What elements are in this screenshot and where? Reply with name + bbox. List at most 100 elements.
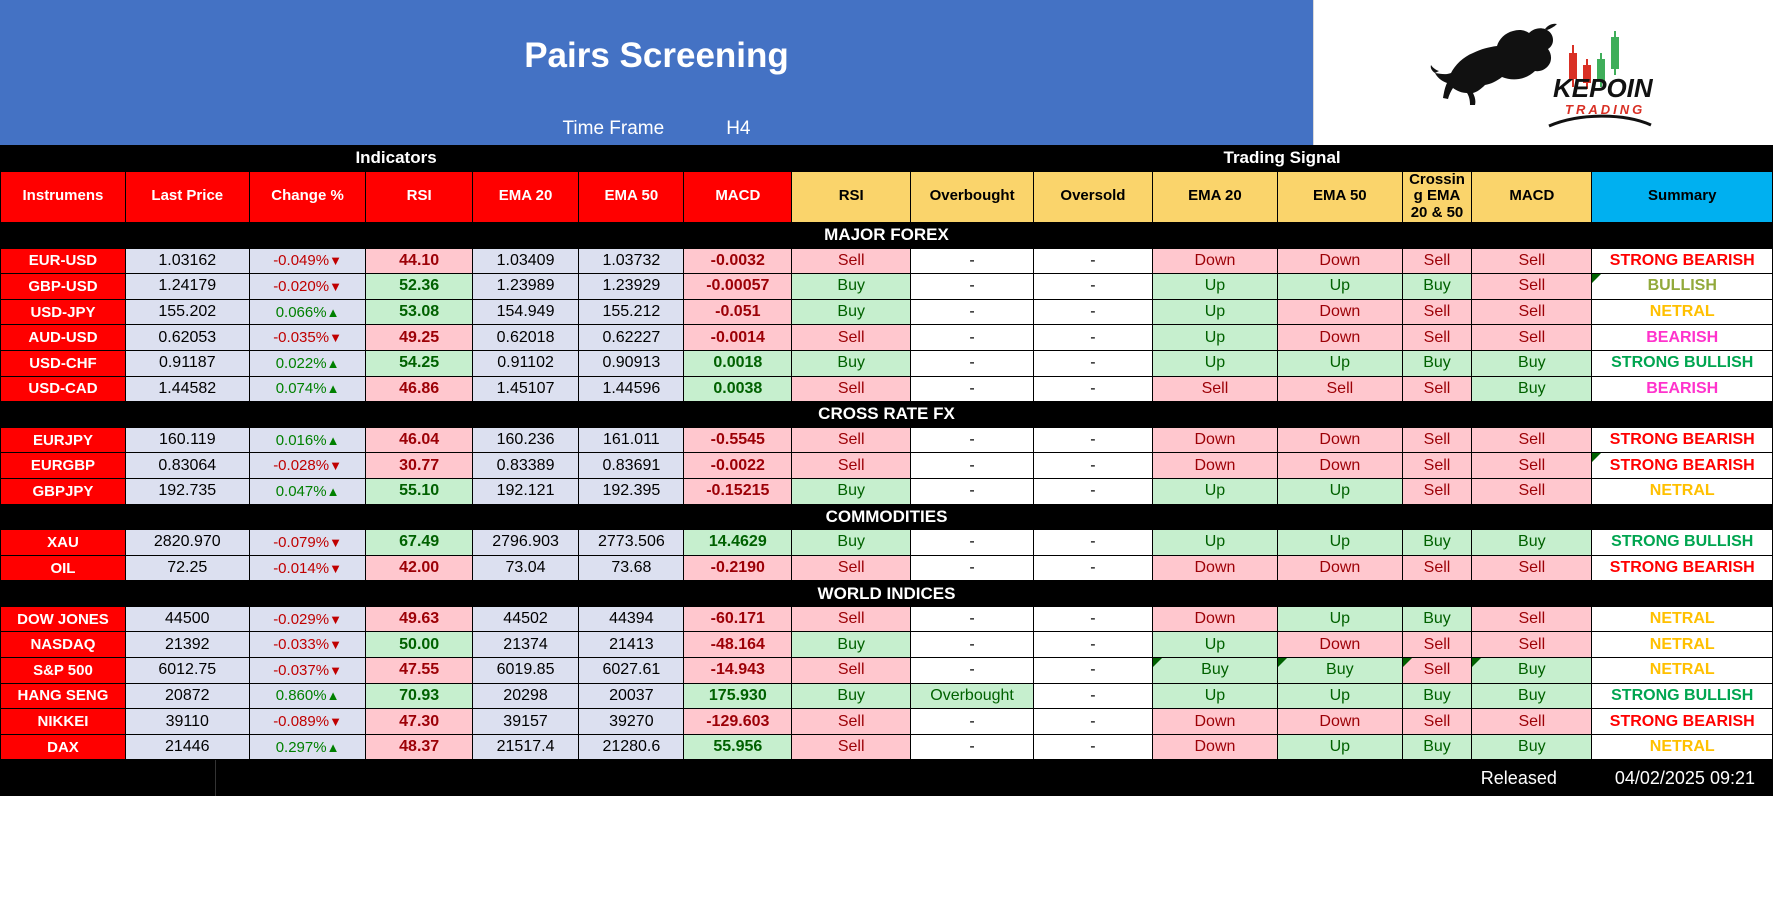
rsi-value: 30.77 [365, 452, 473, 479]
col-signal-ema50[interactable]: EMA 50 [1276, 170, 1403, 223]
summary-value: STRONG BULLISH [1591, 349, 1773, 377]
timeframe-value[interactable]: H4 [726, 118, 751, 139]
col-signal-rsi[interactable]: RSI [791, 170, 912, 223]
section-header-row: COMMODITIES [0, 503, 1773, 531]
macd-value: -0.0022 [683, 452, 793, 479]
arrow-down-icon: ▼ [329, 253, 342, 269]
table-row[interactable]: EURJPY 160.119 0.016%▲ 46.04 160.236 161.011-… [0, 426, 1773, 454]
ema20-value: 192.121 [471, 477, 580, 505]
oversold-value: - [1032, 682, 1153, 710]
signal-rsi-value: Sell [791, 605, 912, 633]
table-row[interactable]: DAX 21446 0.297%▲ 48.37 21517.4 21280.6 55.956… [0, 733, 1773, 761]
crossing-ema-value: Buy [1401, 529, 1473, 556]
arrow-up-icon: ▲ [326, 304, 340, 320]
col-last-price[interactable]: Last Price [124, 170, 250, 223]
summary-value: STRONG BEARISH [1591, 554, 1773, 582]
col-overbought[interactable]: Overbought [910, 170, 1034, 223]
summary-value: NETRAL [1591, 631, 1773, 659]
section-title: COMMODITIES [0, 503, 1773, 531]
macd-value: -0.5545 [683, 426, 793, 454]
col-macd[interactable]: MACD [683, 170, 793, 223]
table-row[interactable]: EURGBP 0.83064 -0.028%▼ 30.77 0.83389 0.83691… [0, 452, 1773, 479]
col-change-pct[interactable]: Change % [248, 170, 367, 223]
table-row[interactable]: USD-CAD 1.44582 0.074%▲ 46.86 1.45107 1.44596… [0, 375, 1773, 403]
table-row[interactable]: XAU 2820.970 -0.079%▼ 67.49 2796.903 2773.506… [0, 529, 1773, 556]
table-row[interactable]: NIKKEI 39110 -0.089%▼ 47.30 39157 39270 -129.6… [0, 708, 1773, 735]
rsi-value: 44.10 [365, 247, 473, 275]
arrow-up-icon: ▲ [326, 432, 340, 448]
table-row[interactable]: GBP-USD 1.24179 -0.020%▼ 52.36 1.23989 1.2392… [0, 273, 1773, 300]
signal-ema50-value: Down [1276, 554, 1403, 582]
col-ema20[interactable]: EMA 20 [471, 170, 580, 223]
table-row[interactable]: EUR-USD 1.03162 -0.049%▼ 44.10 1.03409 1.0373… [0, 247, 1773, 275]
change-pct-value: -0.029%▼ [248, 605, 367, 633]
last-price-value: 2820.970 [124, 529, 250, 556]
timeframe-row: Time Frame H4 [0, 118, 1313, 140]
arrow-down-icon: ▼ [329, 458, 342, 474]
rsi-value: 49.63 [365, 605, 473, 633]
signal-macd-value: Sell [1471, 247, 1593, 275]
instrument-name: NIKKEI [0, 708, 126, 735]
signal-rsi-value: Sell [791, 426, 912, 454]
rsi-value: 55.10 [365, 477, 473, 505]
col-instrumens[interactable]: Instrumens [0, 170, 126, 223]
table-row[interactable]: NASDAQ 21392 -0.033%▼ 50.00 21374 21413 -48.16… [0, 631, 1773, 659]
oversold-value: - [1032, 605, 1153, 633]
signal-macd-value: Sell [1471, 477, 1593, 505]
instrument-name: NASDAQ [0, 631, 126, 659]
col-signal-macd[interactable]: MACD [1471, 170, 1593, 223]
rsi-value: 46.86 [365, 375, 473, 403]
table-row[interactable]: USD-CHF 0.91187 0.022%▲ 54.25 0.91102 0.90913… [0, 349, 1773, 377]
table-row[interactable]: AUD-USD 0.62053 -0.035%▼ 49.25 0.62018 0.6222… [0, 324, 1773, 351]
crossing-ema-value: Sell [1401, 631, 1473, 659]
change-pct-value: -0.028%▼ [248, 452, 367, 479]
last-price-value: 44500 [124, 605, 250, 633]
signal-ema20-value: Down [1151, 733, 1278, 761]
instrument-name: S&P 500 [0, 657, 126, 684]
change-pct-text: -0.035% [273, 329, 330, 347]
signal-ema50-value: Up [1276, 349, 1403, 377]
ema20-value: 21517.4 [471, 733, 580, 761]
crossing-ema-value: Buy [1401, 273, 1473, 300]
signal-rsi-value: Buy [791, 529, 912, 556]
change-pct-value: 0.860%▲ [248, 682, 367, 710]
col-summary[interactable]: Summary [1591, 170, 1773, 223]
change-pct-value: -0.049%▼ [248, 247, 367, 275]
table-row[interactable]: S&P 500 6012.75 -0.037%▼ 47.55 6019.85 6027.6… [0, 657, 1773, 684]
change-pct-value: 0.047%▲ [248, 477, 367, 505]
col-oversold[interactable]: Oversold [1032, 170, 1153, 223]
change-pct-text: 0.074% [275, 380, 327, 398]
table-row[interactable]: DOW JONES 44500 -0.029%▼ 49.63 44502 44394 -60… [0, 605, 1773, 633]
arrow-down-icon: ▼ [329, 560, 342, 576]
macd-value: -0.051 [683, 298, 793, 326]
macd-value: 14.4629 [683, 529, 793, 556]
table-row[interactable]: HANG SENG 20872 0.860%▲ 70.93 20298 20037 175.… [0, 682, 1773, 710]
overbought-value: - [910, 554, 1034, 582]
summary-value: BEARISH [1591, 324, 1773, 351]
col-crossing-ema[interactable]: Crossin g EMA 20 & 50 [1401, 170, 1473, 223]
change-pct-text: -0.028% [273, 457, 330, 475]
signal-ema50-value: Down [1276, 452, 1403, 479]
summary-value: NETRAL [1591, 605, 1773, 633]
rsi-value: 47.55 [365, 657, 473, 684]
change-pct-text: 0.047% [275, 482, 327, 500]
signal-macd-value: Sell [1471, 631, 1593, 659]
col-signal-ema20[interactable]: EMA 20 [1151, 170, 1278, 223]
col-rsi[interactable]: RSI [365, 170, 473, 223]
table-row[interactable]: GBPJPY 192.735 0.047%▲ 55.10 192.121 192.395-… [0, 477, 1773, 505]
ema50-value: 161.011 [578, 426, 685, 454]
signal-ema50-value: Down [1276, 298, 1403, 326]
change-pct-text: 0.016% [275, 431, 327, 449]
signal-ema20-value: Up [1151, 273, 1278, 300]
ema50-value: 44394 [578, 605, 685, 633]
change-pct-text: -0.029% [273, 610, 330, 628]
rsi-value: 50.00 [365, 631, 473, 659]
table-row[interactable]: USD-JPY 155.202 0.066%▲ 53.08 154.949 155.212… [0, 298, 1773, 326]
col-ema50[interactable]: EMA 50 [578, 170, 685, 223]
signal-rsi-value: Buy [791, 349, 912, 377]
section-header-row: CROSS RATE FX [0, 401, 1773, 428]
summary-value: STRONG BEARISH [1591, 452, 1773, 479]
signal-rsi-value: Sell [791, 708, 912, 735]
table-row[interactable]: OIL 72.25 -0.014%▼ 42.00 73.04 73.68 -0.2190 Se… [0, 554, 1773, 582]
